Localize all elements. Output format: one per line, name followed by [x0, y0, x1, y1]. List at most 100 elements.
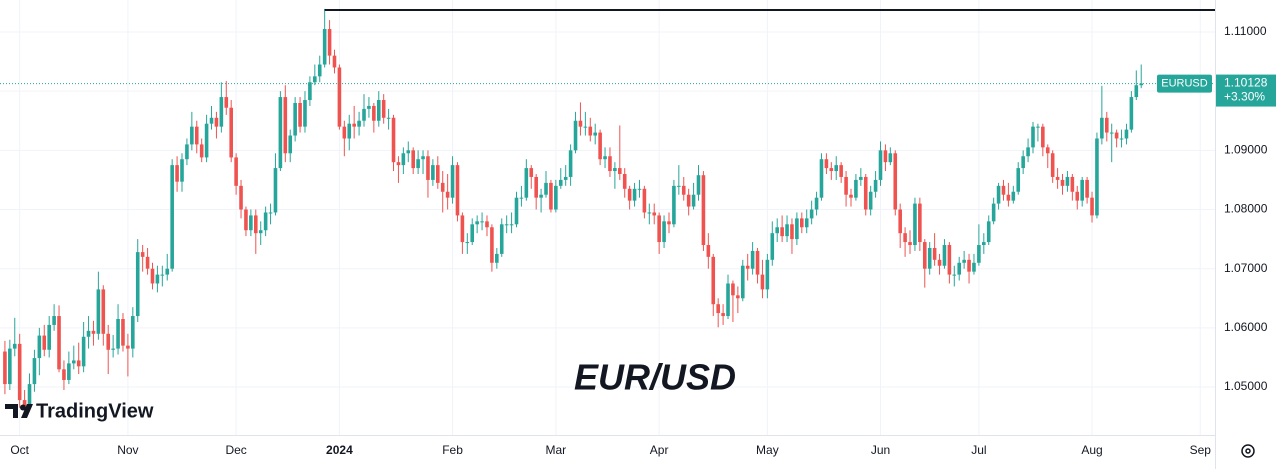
- candle-body: [12, 343, 17, 349]
- x-tick-label: Oct: [10, 443, 29, 457]
- candle-body: [455, 165, 460, 216]
- candle-body: [681, 185, 686, 195]
- settings-button[interactable]: [1241, 444, 1255, 458]
- candle-body: [888, 153, 893, 163]
- candle-body: [263, 212, 268, 231]
- candle-body: [667, 221, 671, 225]
- candle-body: [490, 227, 494, 263]
- candle-body: [342, 126, 347, 139]
- candle-body: [352, 123, 356, 127]
- candle-body: [534, 176, 538, 198]
- candle-body: [544, 182, 548, 195]
- settings-gear[interactable]: [1241, 444, 1255, 458]
- candle-body: [416, 159, 420, 169]
- x-tick-label: Mar: [546, 443, 567, 457]
- candle-body: [313, 76, 317, 83]
- candle-body: [642, 188, 647, 213]
- x-tick-label: Jun: [871, 443, 890, 457]
- candle-body: [677, 185, 681, 187]
- candle-body: [111, 348, 115, 350]
- candle-body: [52, 316, 56, 325]
- x-tick-label: Dec: [225, 443, 246, 457]
- candle-body: [445, 191, 450, 198]
- candle-body: [736, 295, 740, 299]
- candle-body: [1090, 197, 1094, 216]
- candle-body: [308, 82, 312, 101]
- candle-body: [1139, 83, 1144, 86]
- candle-body: [224, 97, 229, 108]
- candle-body: [47, 324, 51, 350]
- candle-body: [603, 156, 607, 160]
- candle-body: [150, 268, 155, 284]
- candle-body: [539, 194, 543, 198]
- candle-body: [332, 55, 337, 68]
- candle-body: [460, 215, 465, 243]
- candle-body: [1031, 126, 1035, 148]
- candle-body: [524, 168, 529, 198]
- candle-body: [435, 165, 440, 183]
- candle-body: [362, 108, 366, 121]
- candle-body: [67, 363, 71, 380]
- candle-body: [622, 174, 627, 189]
- candle-body: [558, 179, 563, 186]
- candle-body: [1104, 117, 1109, 133]
- candle-body: [244, 209, 248, 231]
- candle-body: [775, 227, 780, 234]
- candle-body: [357, 120, 361, 127]
- candle-body: [844, 176, 848, 195]
- candle-body: [71, 360, 76, 364]
- candle-body: [755, 250, 760, 275]
- candle-body: [288, 135, 293, 154]
- candle-body: [809, 209, 814, 219]
- candle-body: [982, 242, 986, 246]
- candle-body: [126, 345, 130, 349]
- candle-body: [327, 29, 332, 56]
- candle-body: [554, 185, 558, 210]
- candle-body: [927, 247, 932, 269]
- candle-body: [273, 168, 278, 213]
- candle-body: [1080, 179, 1084, 201]
- candle-body: [937, 259, 942, 266]
- candle-body: [465, 242, 470, 244]
- candle-body: [873, 179, 878, 192]
- candle-body: [878, 150, 883, 180]
- candle-body: [637, 188, 642, 190]
- candle-body: [194, 126, 199, 145]
- candle-body: [859, 176, 863, 180]
- candle-body: [918, 203, 922, 243]
- symbol-name: EURUSD: [1161, 77, 1208, 89]
- candle-body: [190, 126, 194, 145]
- candle-body: [593, 132, 598, 136]
- candle-body: [701, 175, 706, 246]
- candle-body: [819, 159, 824, 198]
- x-tick-label: Apr: [650, 443, 669, 457]
- candle-body: [155, 274, 160, 284]
- candle-body: [376, 100, 381, 121]
- candle-body: [1075, 191, 1080, 201]
- x-tick-label: Feb: [442, 443, 463, 457]
- candle-body: [1129, 97, 1134, 130]
- candle-body: [322, 29, 327, 65]
- candle-body: [588, 126, 593, 136]
- candle-body: [563, 176, 568, 180]
- candle-body: [991, 203, 996, 222]
- change-label: +3.30%: [1224, 90, 1265, 104]
- candle-body: [770, 233, 775, 260]
- candle-body: [750, 250, 755, 269]
- candle-body: [578, 120, 583, 127]
- candle-body: [239, 185, 243, 210]
- chart-title: EUR/USD: [574, 357, 736, 398]
- candle-body: [219, 97, 224, 127]
- x-tick-label: Jul: [971, 443, 986, 457]
- candle-body: [131, 316, 135, 349]
- candle-body: [209, 117, 214, 124]
- y-tick-label: 1.05000: [1224, 379, 1268, 393]
- candle-body: [480, 221, 484, 223]
- candle-body: [386, 117, 391, 119]
- candle-body: [81, 336, 86, 367]
- candle-body: [568, 150, 573, 177]
- candle-body: [1055, 176, 1060, 180]
- candle-body: [1001, 185, 1006, 195]
- settings-gear-hub[interactable]: [1245, 448, 1251, 454]
- candle-body: [1114, 132, 1119, 139]
